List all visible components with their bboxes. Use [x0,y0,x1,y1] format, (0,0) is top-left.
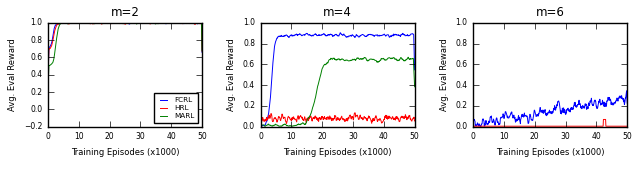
FCRL [128,22,136,24]
FCRL [623,90,630,92]
HRL [408,120,415,122]
Title: m=4: m=4 [323,6,352,19]
FCRL [596,98,604,100]
FCRL [44,78,52,80]
HRL [411,120,419,122]
HRL [383,118,391,120]
HRL [561,125,569,127]
FCRL [469,122,477,124]
MARL [136,22,143,24]
MARL [127,22,135,24]
MARL [330,58,338,60]
FCRL [337,32,344,34]
HRL [136,22,143,24]
MARL [340,59,348,61]
MARL [118,22,126,24]
FCRL [561,110,569,112]
MARL [257,125,264,127]
FCRL [136,22,144,24]
HRL [349,115,356,118]
Line: MARL: MARL [260,57,415,126]
MARL [408,58,415,60]
FCRL [553,104,561,106]
Line: MARL: MARL [48,21,202,87]
FCRL [330,34,337,37]
MARL [349,58,356,60]
Y-axis label: Avg. Eval Reward: Avg. Eval Reward [227,38,236,111]
HRL [198,50,206,52]
HRL [600,118,607,121]
FCRL [477,126,484,128]
FCRL [340,34,348,36]
Title: m=6: m=6 [536,6,564,19]
FCRL [408,33,415,35]
HRL [553,125,561,127]
Legend: FCRL, HRL, MARL: FCRL, HRL, MARL [154,93,198,123]
FCRL [171,22,179,24]
HRL [117,21,125,23]
MARL [289,125,296,127]
X-axis label: Training Episodes (x1000): Training Episodes (x1000) [71,148,179,157]
HRL [127,21,135,23]
FCRL [623,102,631,104]
X-axis label: Training Episodes (x1000): Training Episodes (x1000) [496,148,604,157]
FCRL [109,20,117,23]
HRL [171,21,179,23]
HRL [351,112,359,114]
HRL [257,122,264,124]
Line: FCRL: FCRL [48,21,202,79]
HRL [620,125,628,127]
MARL [383,58,391,60]
HRL [330,118,338,120]
HRL [469,125,477,127]
Y-axis label: Avg. Eval Reward: Avg. Eval Reward [8,38,17,111]
FCRL [198,51,206,53]
FCRL [257,125,264,127]
HRL [623,125,631,127]
HRL [543,125,551,127]
FCRL [331,34,339,36]
MARL [195,22,202,24]
FCRL [620,98,628,100]
Y-axis label: Avg. Eval Reward: Avg. Eval Reward [440,38,449,111]
Line: HRL: HRL [260,113,415,124]
HRL [118,22,126,24]
MARL [44,86,52,88]
MARL [404,56,412,58]
FCRL [118,22,126,24]
HRL [195,21,202,24]
HRL [331,116,339,118]
MARL [411,86,419,88]
HRL [340,118,348,120]
HRL [165,21,173,23]
FCRL [543,115,550,117]
FCRL [544,114,552,116]
FCRL [195,22,202,24]
MARL [198,20,205,23]
HRL [44,78,52,80]
Line: FCRL: FCRL [473,91,627,127]
FCRL [383,34,391,36]
HRL [543,125,550,127]
HRL [283,122,291,125]
Line: HRL: HRL [473,120,627,126]
X-axis label: Training Episodes (x1000): Training Episodes (x1000) [284,148,392,157]
MARL [198,50,206,52]
HRL [596,125,604,127]
Line: FCRL: FCRL [260,33,415,126]
Line: HRL: HRL [48,22,202,79]
MARL [170,22,178,24]
FCRL [349,34,356,36]
FCRL [118,22,125,24]
MARL [331,58,339,61]
MARL [117,21,125,23]
FCRL [411,69,419,71]
Title: m=2: m=2 [111,6,140,19]
